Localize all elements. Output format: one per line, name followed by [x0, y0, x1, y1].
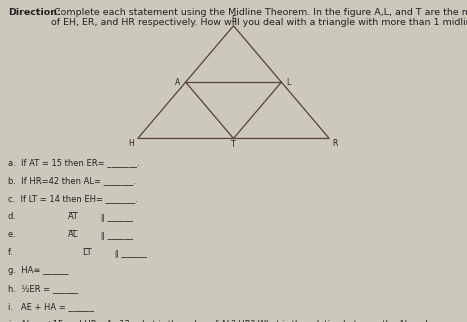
Text: b.  If HR=42 then AL= _______.: b. If HR=42 then AL= _______.: [8, 176, 136, 185]
Text: L̅T̅: L̅T̅: [83, 248, 92, 257]
Text: g.  HA≅ ______: g. HA≅ ______: [8, 266, 69, 275]
Text: A: A: [175, 78, 180, 87]
Text: h.  ½ER = ______: h. ½ER = ______: [8, 284, 78, 293]
Text: f.: f.: [8, 248, 21, 257]
Text: ∥ ______: ∥ ______: [113, 248, 148, 257]
Text: d.: d.: [8, 212, 21, 221]
Text: a.  If AT = 15 then ER= _______.: a. If AT = 15 then ER= _______.: [8, 158, 140, 167]
Text: A̅T̅: A̅T̅: [68, 212, 78, 221]
Text: e.: e.: [8, 230, 21, 239]
Text: j.   AL= x+15 and HR= 4x-12, what is the value of AL? HR? What is the relation b: j. AL= x+15 and HR= 4x-12, what is the v…: [8, 320, 428, 322]
Text: ∥ ______: ∥ ______: [98, 230, 133, 239]
Text: L: L: [286, 78, 291, 87]
Text: ∥ ______: ∥ ______: [98, 212, 133, 221]
Text: c.  If LT = 14 then EH= _______.: c. If LT = 14 then EH= _______.: [8, 194, 138, 203]
Text: T: T: [231, 140, 236, 149]
Text: R: R: [333, 139, 338, 148]
Text: A̅L̅: A̅L̅: [68, 230, 78, 239]
Text: Complete each statement using the Midline Theorem. In the figure A,L, and T are : Complete each statement using the Midlin…: [51, 8, 467, 27]
Text: i.   AE + HA = ______: i. AE + HA = ______: [8, 302, 94, 311]
Text: Direction:: Direction:: [8, 8, 61, 17]
Text: E: E: [231, 15, 236, 24]
Text: H: H: [128, 139, 134, 148]
